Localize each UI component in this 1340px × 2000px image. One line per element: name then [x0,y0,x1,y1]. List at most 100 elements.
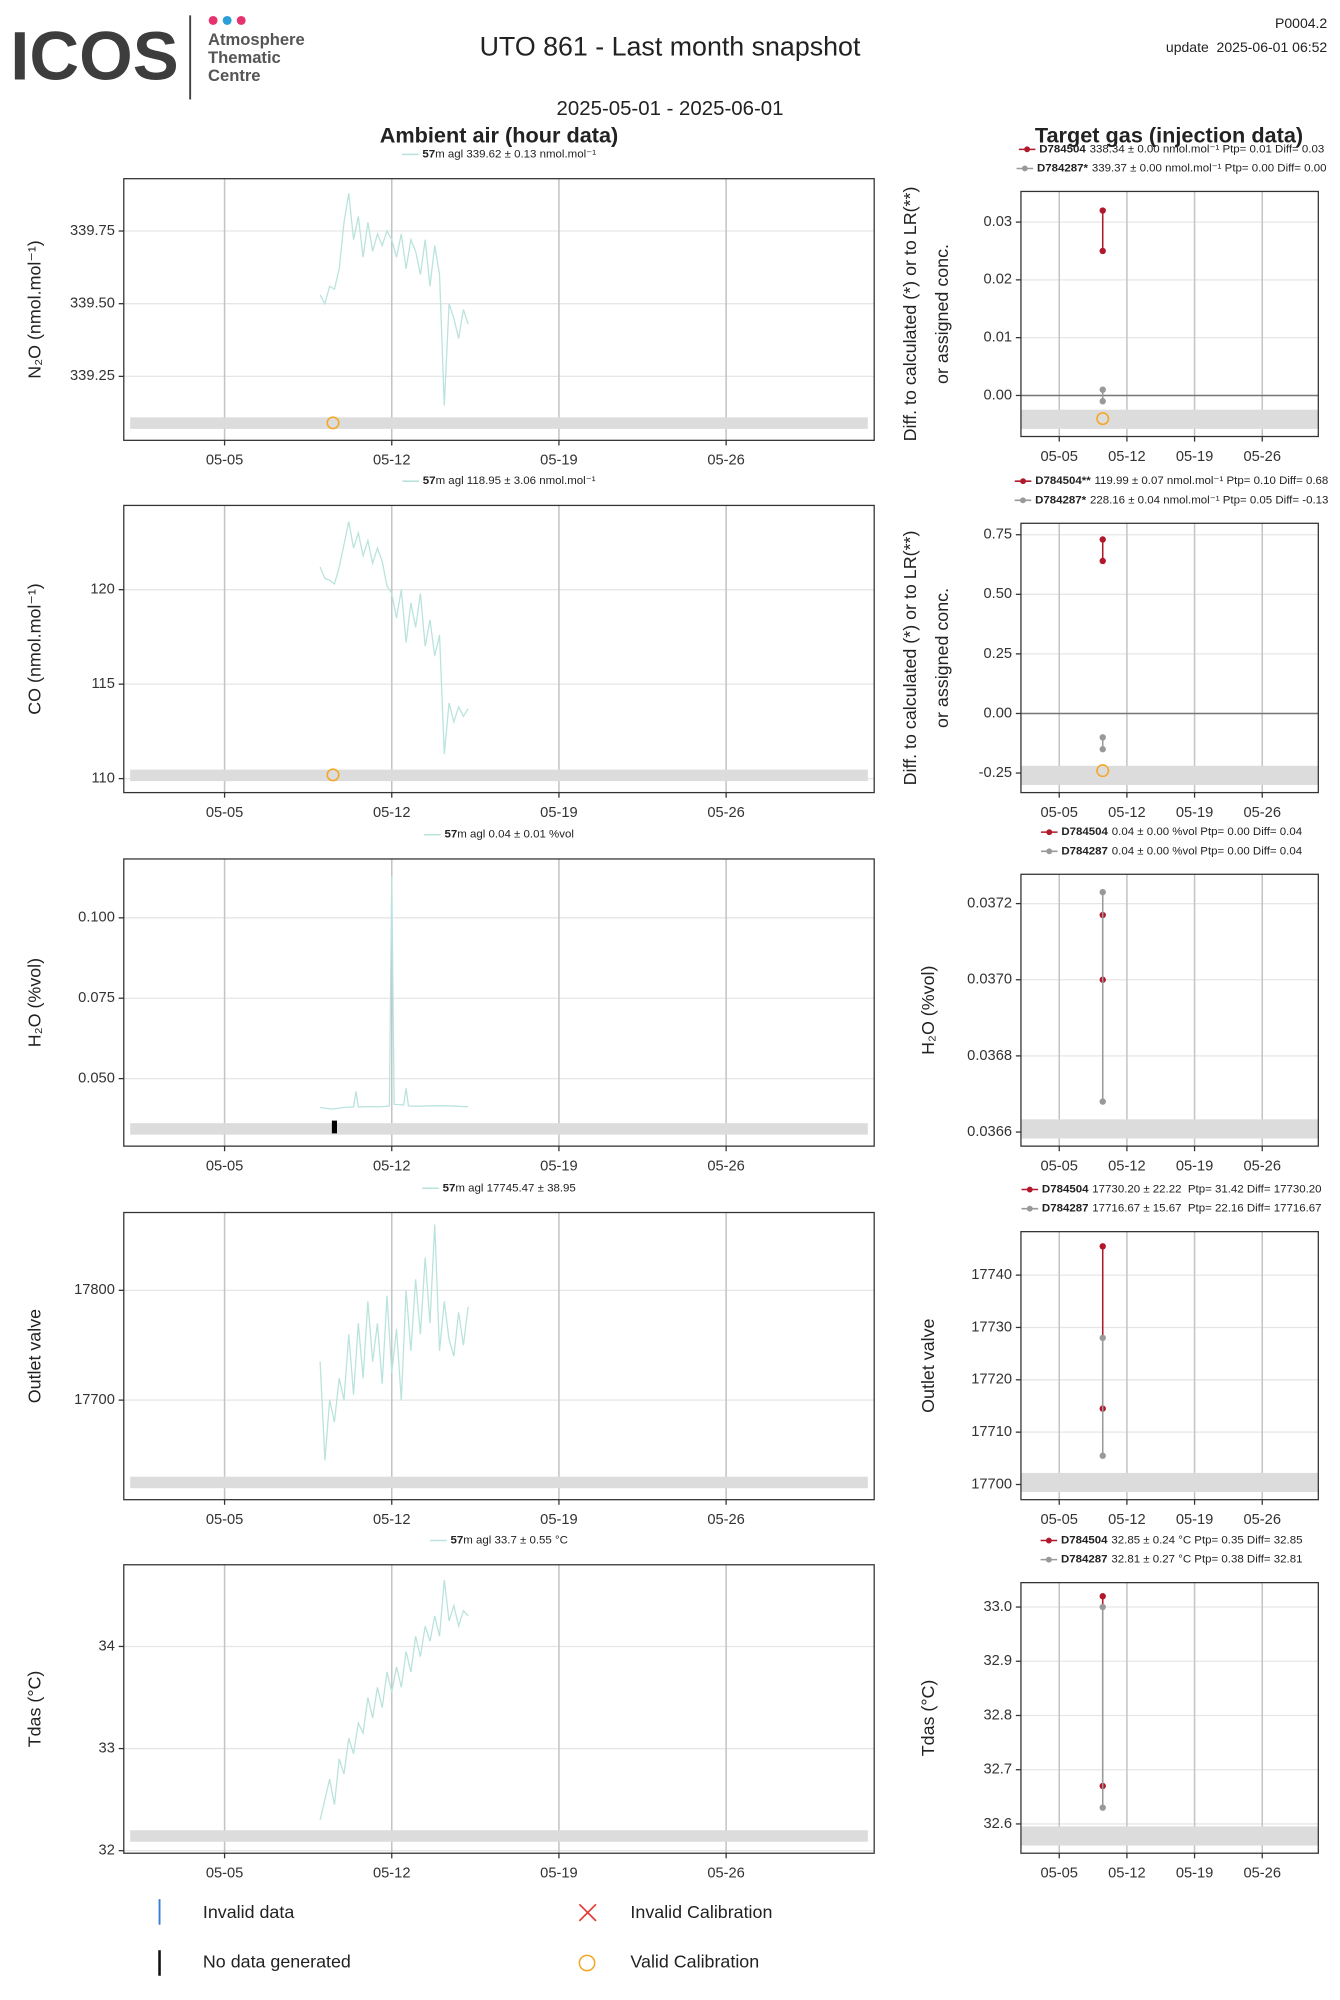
plot-background [123,1212,875,1500]
x-tick-label: 05-19 [1176,1512,1213,1528]
chart-panel: 0.00 0.01 0.02 0.03 05-05 05-12 05-19 05-26 D784… [900,143,1327,464]
x-tick-label: 05-12 [1108,1866,1145,1882]
legend-stats: 17716.67 ± 15.67 Ptp= 22.16 Diff= 17716.… [1092,1203,1321,1215]
no-data-mark [331,1120,337,1134]
y-axis-label: Tdas (°C) [24,1671,44,1748]
update-time: update 2025-06-01 06:52 [1166,39,1328,55]
x-tick-label: 05-19 [540,1512,577,1528]
y-tick-label: 32 [99,1843,115,1859]
y-axis-label: Outlet valve [918,1318,938,1412]
logo: ICOS Atmosphere Thematic Centre [10,15,305,100]
valid-calibration [326,416,340,430]
logo-line: Thematic [208,48,281,67]
x-tick-label: 05-12 [373,1866,410,1882]
chart-panel: 0.0366 0.0368 0.0370 0.0372 05-05 05-12 05-19 0… [918,826,1319,1174]
legend-label: No data generated [203,1952,351,1972]
data-line [319,1580,469,1821]
y-tick-label: 115 [91,676,114,692]
y-tick-label: 0.50 [983,586,1012,602]
x-tick-label: 05-19 [1176,805,1213,821]
legend-entry: D784287* 228.16 ± 0.04 nmol.mol⁻¹ Ptp= 0.… [1035,494,1328,506]
x-tick-label: 05-19 [540,453,577,469]
y-axis-label: or assigned conc. [932,588,952,728]
legend-stats: 338.34 ± 0.00 nmol.mol⁻¹ Ptp= 0.01 Diff=… [1090,143,1325,155]
valid-calibration [1096,764,1110,778]
x-tick-label: 05-26 [1243,805,1280,821]
y-tick-label: 0.100 [78,910,115,926]
data-line [319,521,469,755]
x-tick-label: 05-12 [373,1512,410,1528]
y-tick-label: 0.00 [983,705,1012,721]
legend-stats: m agl 0.04 ± 0.01 %vol [457,829,574,841]
logo-dot [236,15,246,25]
x-tick-label: 05-19 [540,1866,577,1882]
chart-panel: 17700 17710 17720 17730 17740 05-05 05-12 05-19… [918,1184,1322,1528]
chart-panel: 17700 17800 05-05 05-12 05-19 05-26 57m agl 17… [24,1182,875,1528]
y-tick-label: 110 [91,770,114,786]
flag-band [1020,1826,1319,1846]
y-tick-label: 0.075 [78,990,115,1006]
logo-dot [222,15,232,25]
flag-band [130,1830,868,1842]
legend-key [1021,165,1028,172]
legend-name: 57 [422,148,435,160]
data-point [1099,398,1106,405]
data-point [1099,888,1106,896]
y-axis-label: Tdas (°C) [918,1680,938,1757]
data-point [1099,536,1106,543]
plot-border [123,1564,875,1854]
y-tick-label: 17740 [971,1267,1012,1283]
y-axis-label: H₂O (%vol) [918,966,938,1055]
data-point [1099,557,1106,565]
logo-line: Centre [208,66,261,85]
plot-background [1020,1582,1319,1854]
plot-background [1020,191,1319,437]
legend-key [1026,1186,1033,1193]
x-tick-label: 05-05 [206,805,243,821]
data-point [1099,1243,1106,1250]
legend-stats: 0.04 ± 0.00 %vol Ptp= 0.00 Diff= 0.04 [1112,845,1303,857]
data-point [1099,1098,1106,1105]
x-tick-label: 05-26 [707,805,744,821]
legend-entry: D784287* 339.37 ± 0.00 nmol.mol⁻¹ Ptp= 0.… [1037,163,1327,175]
legend-stats: 0.04 ± 0.00 %vol Ptp= 0.00 Diff= 0.04 [1112,826,1303,838]
plot-background [123,505,875,793]
legend-name: 57 [423,475,436,487]
legend-name: 57 [445,829,458,841]
y-tick-label: 17710 [971,1424,1012,1440]
legend-stats: m agl 17745.47 ± 38.95 [455,1182,575,1194]
legend-entry: D784504 0.04 ± 0.00 %vol Ptp= 0.00 Diff= … [1061,826,1302,838]
legend-entry: D784287 32.81 ± 0.27 °C Ptp= 0.38 Diff= 3… [1061,1554,1303,1566]
x-tick-label: 05-05 [1040,449,1077,465]
legend-stats: 119.99 ± 0.07 nmol.mol⁻¹ Ptp= 0.10 Diff=… [1095,475,1329,487]
legend-entry: D784287 17716.67 ± 15.67 Ptp= 22.16 Diff=… [1042,1203,1322,1215]
legend-name: D784504** [1035,475,1091,487]
y-tick-label: 0.25 [983,646,1012,662]
flag-band [1020,765,1319,785]
y-tick-label: 32.7 [983,1762,1012,1778]
x-tick-label: 05-26 [1243,1866,1280,1882]
plot-border [1020,873,1319,1147]
y-axis-label: N₂O (nmol.mol⁻¹) [24,240,44,378]
y-tick-label: 0.0370 [967,972,1012,988]
legend-stats: 32.85 ± 0.24 °C Ptp= 0.35 Diff= 32.85 [1111,1535,1302,1547]
data-point [1099,1452,1106,1459]
data-point [1099,1593,1106,1600]
x-tick-label: 05-12 [1108,449,1145,465]
y-axis-label: or assigned conc. [932,244,952,384]
y-tick-label: 0.01 [983,330,1012,346]
flag-band [130,1476,868,1489]
x-tick-label: 05-05 [1040,1866,1077,1882]
chart-panel: 339.25 339.50 339.75 05-05 05-12 05-19 05-26 57… [24,148,875,469]
x-tick-label: 05-05 [206,1158,243,1174]
data-line [319,1224,469,1461]
legend-entry: 57m agl 17745.47 ± 38.95 [443,1182,576,1194]
y-tick-label: 17700 [971,1476,1012,1492]
logo-line: Atmosphere [208,30,305,49]
y-tick-label: 0.75 [983,527,1012,543]
legend-entry: D784504 32.85 ± 0.24 °C Ptp= 0.35 Diff= 3… [1061,1535,1303,1547]
legend-name: D784504 [1039,143,1086,155]
flag-band [130,769,868,782]
legend-name: D784287 [1042,1203,1089,1215]
data-point [1099,386,1106,393]
